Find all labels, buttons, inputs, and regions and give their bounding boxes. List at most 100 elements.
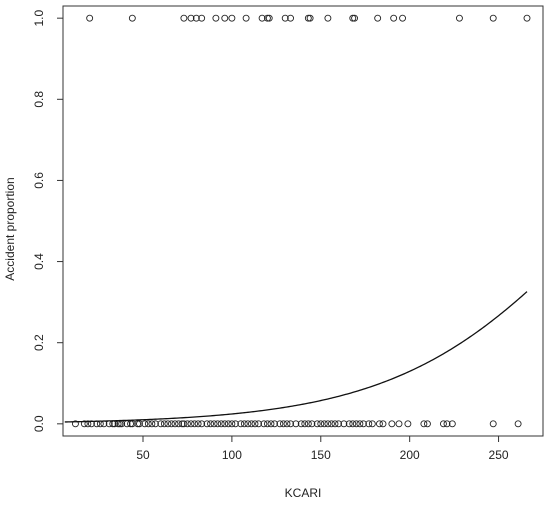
- data-point: [297, 420, 305, 428]
- data-point: [265, 14, 273, 22]
- data-point: [212, 14, 220, 22]
- x-axis: 50 100 150 200 250: [136, 436, 509, 462]
- data-point: [203, 420, 211, 428]
- data-point: [359, 420, 367, 428]
- data-point: [439, 420, 447, 428]
- data-point: [356, 420, 364, 428]
- data-point: [340, 420, 348, 428]
- data-point: [308, 420, 316, 428]
- data-point: [365, 420, 373, 428]
- data-point: [187, 420, 195, 428]
- data-point: [448, 420, 456, 428]
- data-point: [240, 420, 248, 428]
- x-tick-label: 200: [400, 448, 420, 462]
- points-no-accident: [71, 420, 522, 428]
- data-point: [349, 420, 357, 428]
- data-point: [352, 420, 360, 428]
- data-point: [192, 14, 200, 22]
- data-point: [228, 14, 236, 22]
- data-point: [404, 420, 412, 428]
- data-point: [167, 420, 175, 428]
- y-tick-label: 0.4: [32, 253, 46, 270]
- data-point: [244, 420, 252, 428]
- data-point: [351, 14, 359, 22]
- data-point: [345, 420, 353, 428]
- data-point: [281, 14, 289, 22]
- data-point: [128, 420, 136, 428]
- data-point: [313, 420, 321, 428]
- data-point: [399, 14, 407, 22]
- points-accident: [86, 14, 531, 22]
- plot-frame: [62, 5, 544, 437]
- data-point: [194, 420, 202, 428]
- x-tick-label: 250: [489, 448, 509, 462]
- data-point: [157, 420, 165, 428]
- data-point: [335, 420, 343, 428]
- data-point: [395, 420, 403, 428]
- x-tick-label: 100: [222, 448, 242, 462]
- data-point: [228, 420, 236, 428]
- data-point: [263, 14, 271, 22]
- data-point: [317, 420, 325, 428]
- data-point: [390, 14, 398, 22]
- y-tick-label: 0.0: [32, 415, 46, 432]
- data-point: [292, 420, 300, 428]
- data-point: [128, 14, 136, 22]
- data-point: [279, 420, 287, 428]
- data-point: [237, 420, 245, 428]
- data-point: [198, 420, 206, 428]
- x-tick-label: 50: [136, 448, 150, 462]
- data-point: [304, 14, 312, 22]
- data-point: [423, 420, 431, 428]
- data-point: [420, 420, 428, 428]
- data-point: [141, 420, 149, 428]
- data-point: [191, 420, 199, 428]
- y-tick-label: 1.0: [32, 10, 46, 27]
- data-point: [180, 14, 188, 22]
- data-point: [374, 14, 382, 22]
- data-point: [214, 420, 222, 428]
- data-point: [523, 14, 531, 22]
- data-point: [324, 420, 332, 428]
- data-point: [207, 420, 215, 428]
- y-tick-label: 0.8: [32, 91, 46, 108]
- data-point: [276, 420, 284, 428]
- data-point: [175, 420, 183, 428]
- data-point: [71, 420, 79, 428]
- data-point: [187, 14, 195, 22]
- data-point: [198, 14, 206, 22]
- data-point: [388, 420, 396, 428]
- data-point: [178, 420, 186, 428]
- data-point: [86, 14, 94, 22]
- data-point: [306, 14, 314, 22]
- data-point: [210, 420, 218, 428]
- fitted-logistic-curve: [64, 291, 528, 423]
- data-point: [221, 420, 229, 428]
- data-point: [231, 420, 239, 428]
- y-axis-label: Accident proportion: [3, 177, 17, 280]
- data-point: [160, 420, 168, 428]
- data-point: [251, 420, 259, 428]
- data-point: [80, 420, 88, 428]
- data-point: [455, 14, 463, 22]
- data-point: [287, 420, 295, 428]
- data-point: [489, 420, 497, 428]
- data-point: [514, 420, 522, 428]
- data-point: [349, 14, 357, 22]
- data-point: [144, 420, 152, 428]
- x-axis-label: KCARI: [285, 486, 322, 500]
- data-point: [443, 420, 451, 428]
- data-point: [242, 14, 250, 22]
- data-point: [221, 14, 229, 22]
- data-point: [327, 420, 335, 428]
- data-point: [183, 420, 191, 428]
- data-point: [283, 420, 291, 428]
- data-point: [151, 420, 159, 428]
- data-point: [271, 420, 279, 428]
- y-tick-label: 0.2: [32, 334, 46, 351]
- data-point: [301, 420, 309, 428]
- data-point: [267, 420, 275, 428]
- data-point: [368, 420, 376, 428]
- data-point: [247, 420, 255, 428]
- data-point: [287, 14, 295, 22]
